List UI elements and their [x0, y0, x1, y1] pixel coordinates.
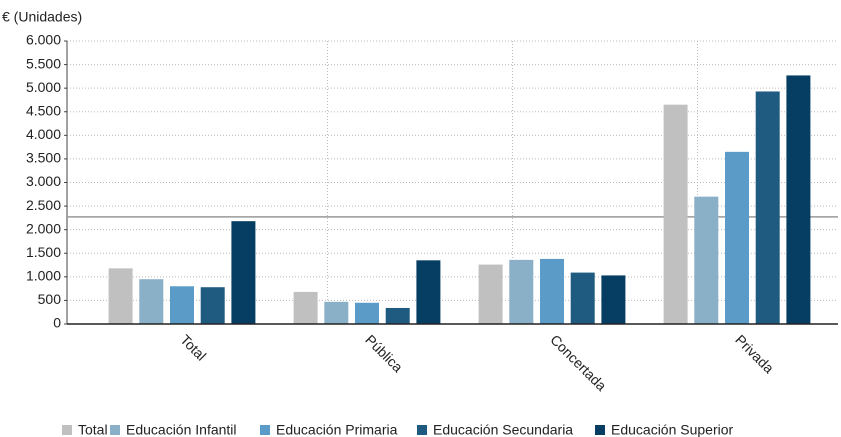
y-tick-label: 5.500	[26, 55, 61, 71]
y-tick-label: 2.000	[26, 220, 61, 236]
y-tick-label: 4.000	[26, 126, 61, 142]
legend-swatch	[595, 425, 605, 435]
y-tick-label: 4.500	[26, 102, 61, 118]
legend-swatch	[417, 425, 427, 435]
bar	[601, 275, 626, 324]
x-tick-label: Total	[177, 331, 209, 363]
bar	[478, 264, 503, 324]
bar	[108, 268, 133, 324]
y-tick-label: 500	[38, 291, 62, 307]
y-tick-label: 1.000	[26, 268, 61, 284]
legend-label: Educación Infantil	[126, 422, 237, 437]
legend-label: Educación Superior	[611, 422, 734, 437]
y-tick-label: 3.000	[26, 173, 61, 189]
x-tick-label: Privada	[732, 331, 777, 376]
bar	[385, 307, 410, 324]
x-tick-label: Pública	[362, 331, 406, 375]
y-tick-label: 6.000	[26, 32, 61, 48]
bar	[139, 279, 164, 324]
legend-swatch	[110, 425, 120, 435]
bar	[324, 301, 349, 324]
legend-label: Educación Primaria	[276, 422, 398, 437]
bar	[231, 221, 256, 324]
bar	[694, 196, 719, 324]
bar	[663, 104, 688, 324]
bar	[170, 286, 194, 324]
legend-label: Total	[78, 422, 108, 437]
bar	[540, 258, 564, 324]
x-tick-label: Concertada	[547, 331, 610, 394]
y-tick-label: 3.500	[26, 150, 61, 166]
bar	[355, 302, 379, 324]
bar	[570, 272, 595, 324]
legend-swatch	[62, 425, 72, 435]
bar	[200, 287, 225, 324]
legend-label: Educación Secundaria	[433, 422, 573, 437]
bar	[725, 151, 749, 324]
bar	[509, 259, 534, 324]
y-tick-label: 1.500	[26, 244, 61, 260]
bar	[416, 260, 441, 324]
bar	[755, 91, 780, 325]
y-tick-label: 0	[53, 315, 61, 331]
y-axis-label: € (Unidades)	[2, 9, 82, 25]
y-tick-label: 5.000	[26, 79, 61, 95]
y-tick-label: 2.500	[26, 197, 61, 213]
bar	[786, 75, 811, 324]
bar	[293, 291, 318, 324]
legend-swatch	[260, 425, 270, 435]
